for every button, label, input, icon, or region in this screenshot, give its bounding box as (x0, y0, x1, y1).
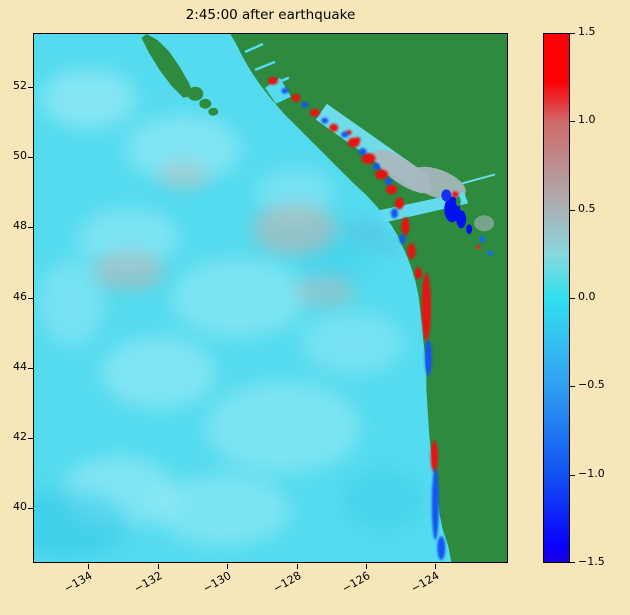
x-tick-label: −132 (131, 569, 165, 596)
y-tick-mark (28, 298, 33, 299)
x-tick-mark (297, 564, 298, 569)
colorbar-tick-label: 0.5 (578, 202, 596, 215)
ocean-wave-texture (34, 68, 425, 559)
x-tick-mark (227, 564, 228, 569)
y-tick-mark (28, 157, 33, 158)
y-tick-mark (28, 508, 33, 509)
colorbar-tick-label: −1.0 (578, 467, 605, 480)
colorbar-tick-label: −1.5 (578, 555, 605, 568)
x-tick-mark (158, 564, 159, 569)
colorbar-tick-mark (570, 298, 575, 299)
tsunami-elevation-map (34, 34, 507, 562)
colorbar-tick-label: −0.5 (578, 378, 605, 391)
colorbar-tick-mark (570, 386, 575, 387)
x-tick-mark (435, 564, 436, 569)
x-tick-label: −134 (61, 569, 95, 596)
map-axes (33, 33, 508, 563)
colorbar-tick-mark (570, 121, 575, 122)
colorbar-tick-mark (570, 562, 575, 563)
positive-wave-blobs (268, 76, 459, 473)
x-tick-label: −130 (200, 569, 234, 596)
offshore-wave-anomalies (92, 161, 400, 307)
x-tick-label: −128 (270, 569, 304, 596)
colorbar-tick-mark (570, 33, 575, 34)
y-tick-label: 52 (13, 79, 27, 92)
x-tick-label: −126 (339, 569, 373, 596)
mainland-coastline (230, 34, 507, 562)
y-tick-label: 40 (13, 500, 27, 513)
colorbar-tick-label: 1.5 (578, 25, 596, 38)
plot-title: 2:45:00 after earthquake (185, 7, 356, 23)
colorbar-gradient (543, 33, 570, 563)
colorbar-tick-label: 1.0 (578, 113, 596, 126)
y-tick-label: 42 (13, 430, 27, 443)
colorbar-tick-label: 0.0 (578, 290, 596, 303)
x-tick-label: −124 (408, 569, 442, 596)
colorbar-tick-mark (570, 210, 575, 211)
x-tick-mark (88, 564, 89, 569)
y-tick-label: 50 (13, 149, 27, 162)
x-tick-mark (366, 564, 367, 569)
y-tick-mark (28, 227, 33, 228)
y-tick-mark (28, 368, 33, 369)
y-tick-mark (28, 87, 33, 88)
negative-wave-blobs (281, 87, 446, 561)
puget-sound (441, 189, 495, 257)
land-mass (141, 34, 507, 562)
haida-gwaii-islands (141, 34, 194, 98)
y-tick-mark (28, 438, 33, 439)
y-tick-label: 46 (13, 290, 27, 303)
y-tick-label: 48 (13, 219, 27, 232)
colorbar-tick-mark (570, 475, 575, 476)
y-tick-label: 44 (13, 360, 27, 373)
